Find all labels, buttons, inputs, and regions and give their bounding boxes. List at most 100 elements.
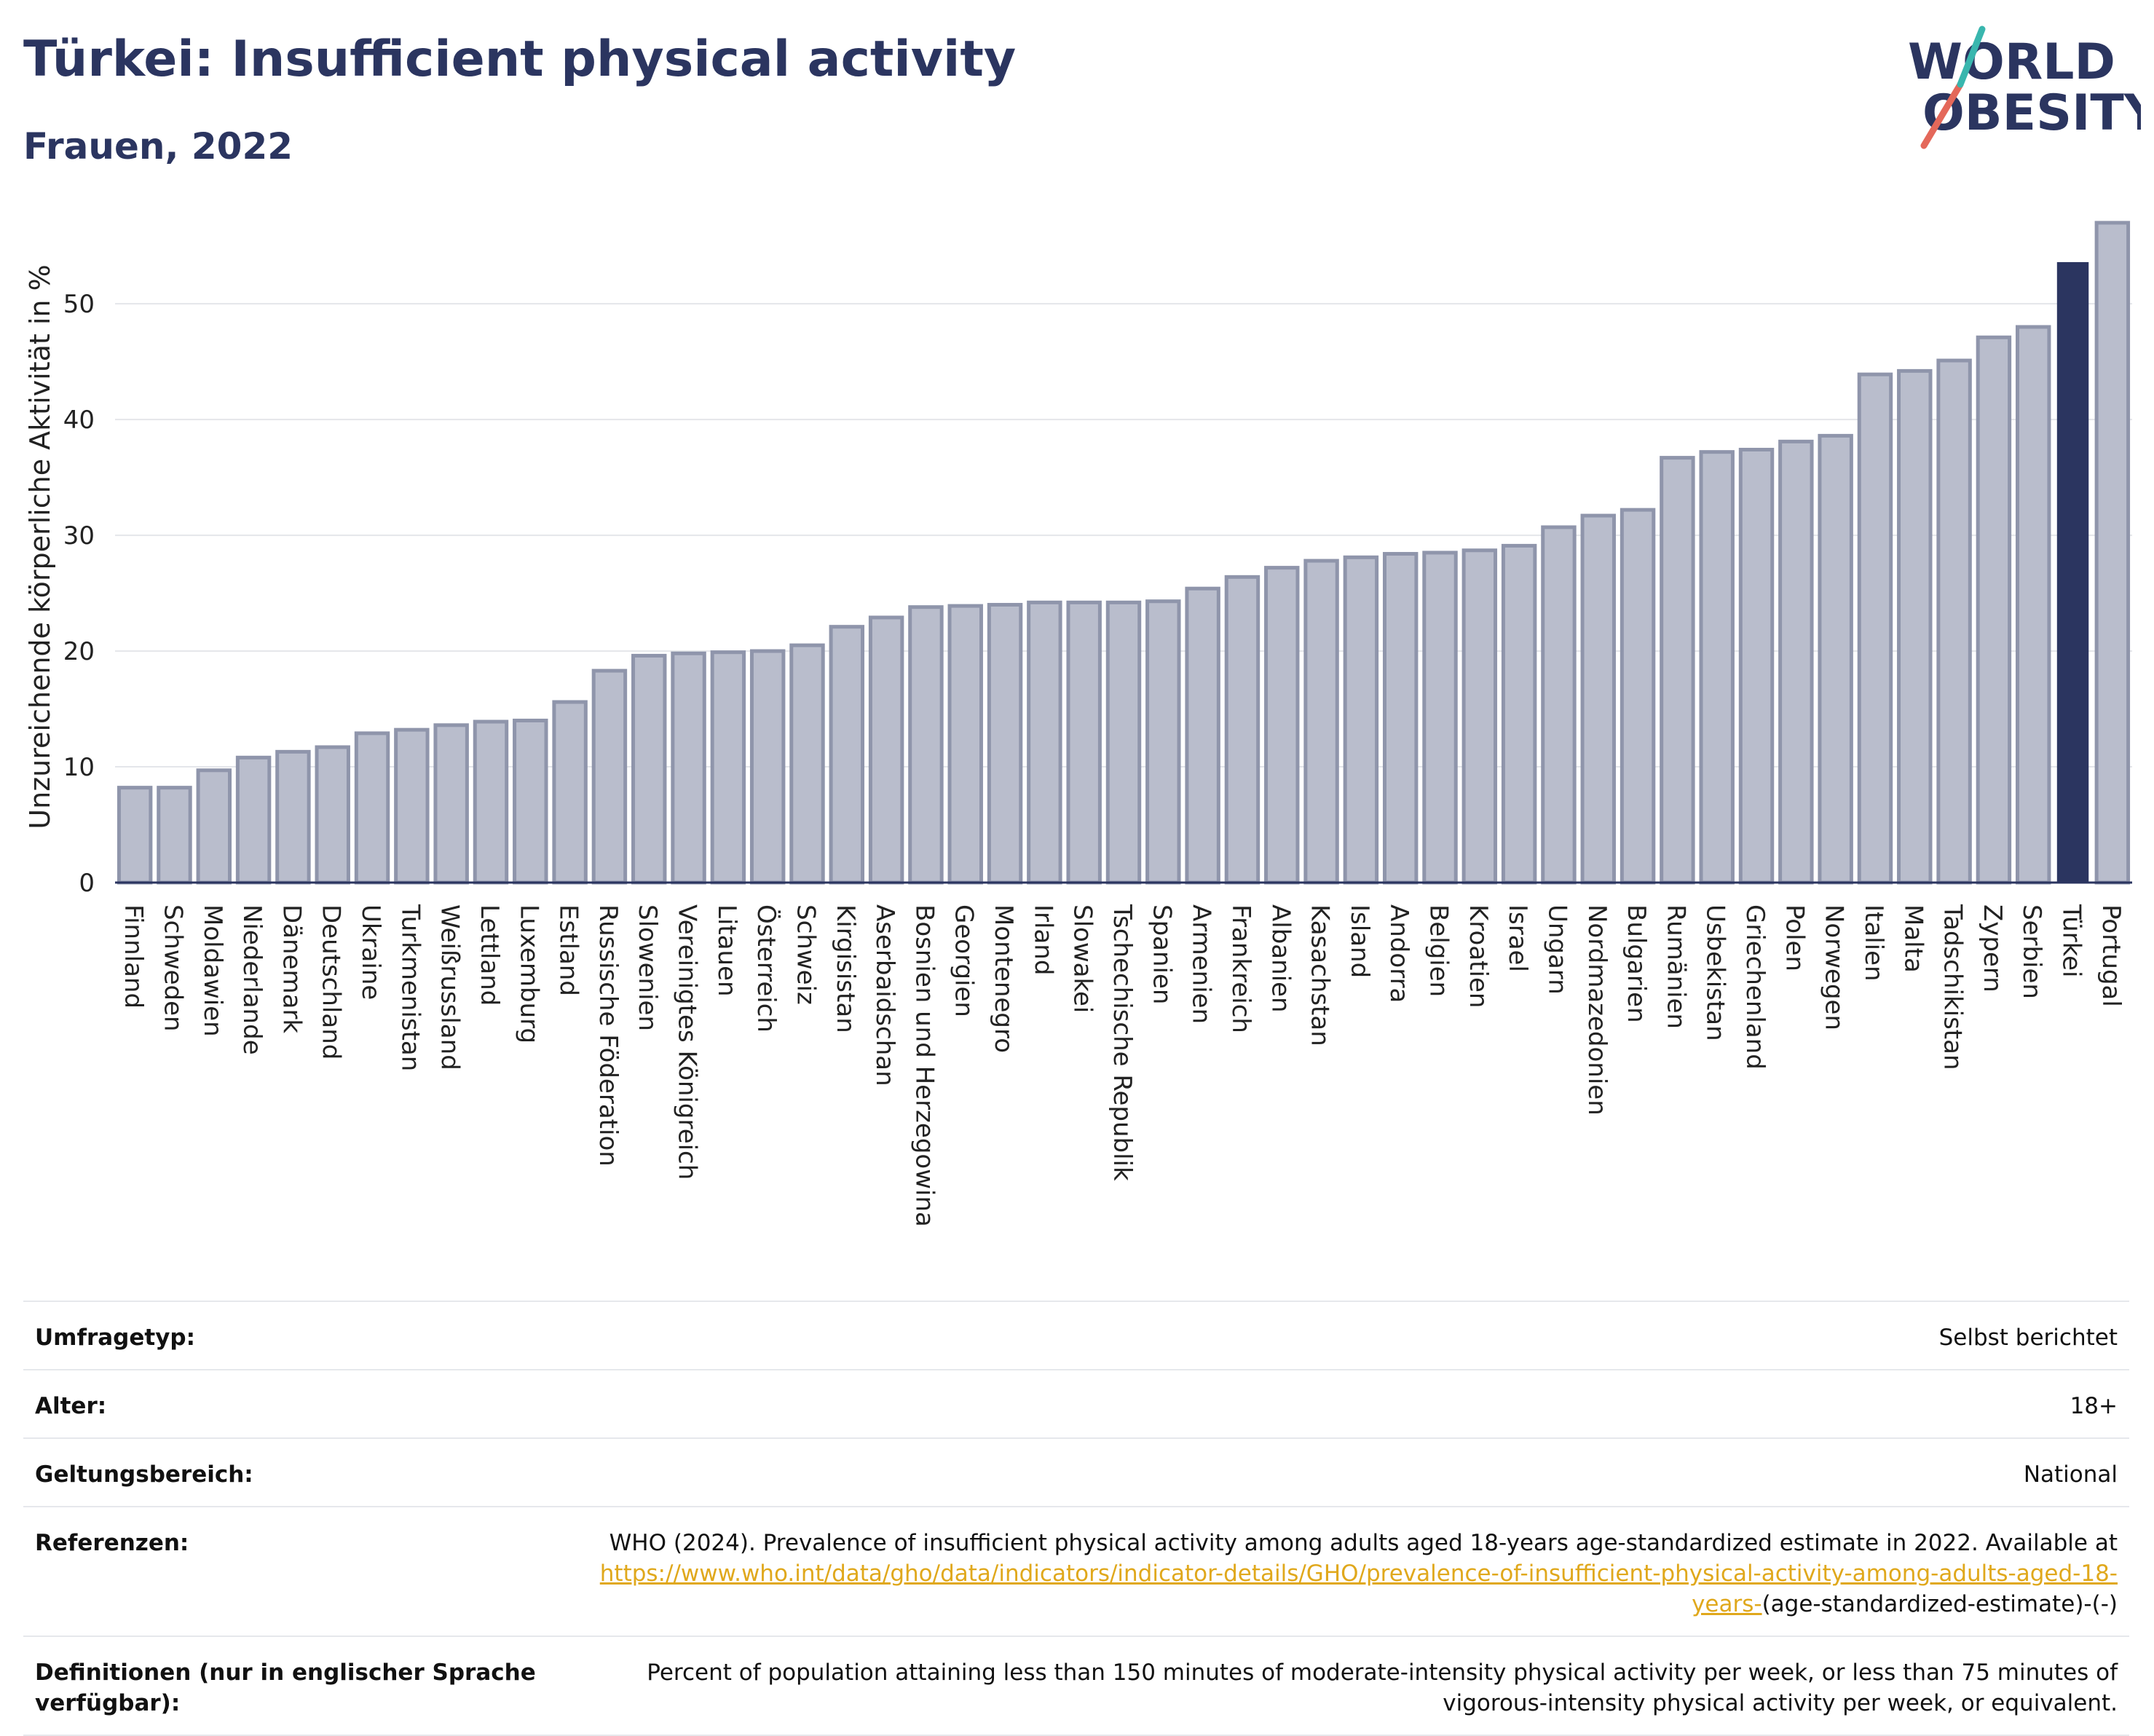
bar-25 [1105, 600, 1142, 885]
bar-43 [1818, 433, 1853, 885]
bar-29 [1264, 566, 1300, 885]
meta-row-scope: Geltungsbereich: National [23, 1437, 2129, 1506]
y-axis-label: Unzureichende körperliche Aktivität in % [24, 264, 56, 829]
x-tick-label: Kroatien [1464, 904, 1493, 1008]
bar-46 [1936, 358, 1972, 885]
bar-10 [513, 718, 548, 885]
x-tick-label: Russische Föderation [593, 904, 623, 1167]
definitions-value: Percent of population attaining less tha… [647, 1660, 2118, 1716]
bar-13 [631, 653, 667, 885]
x-tick-label: Belgien [1424, 904, 1453, 997]
svg-text:WORLD: WORLD [1908, 33, 2115, 91]
survey-type-label: Umfragetyp: [35, 1325, 195, 1351]
x-tick-label: Armenien [1187, 904, 1216, 1024]
x-tick-label: Lettland [475, 904, 504, 1006]
meta-row-survey: Umfragetyp: Selbst berichtet [23, 1301, 2129, 1369]
meta-row-age: Alter: 18+ [23, 1369, 2129, 1437]
meta-row-references: Referenzen: WHO (2024). Prevalence of in… [23, 1506, 2129, 1636]
bar-9 [473, 719, 509, 885]
x-tick-label: Irland [1028, 904, 1057, 975]
x-tick-label: Usbekistan [1701, 904, 1730, 1041]
x-tick-label: Moldawien [198, 904, 227, 1037]
bar-32 [1382, 552, 1419, 885]
x-tick-label: Kasachstan [1306, 904, 1335, 1046]
bar-17 [789, 643, 825, 885]
metadata-table: Umfragetyp: Selbst berichtet Alter: 18+ … [23, 1301, 2129, 1736]
bar-11 [552, 700, 588, 885]
bar-2 [196, 768, 232, 885]
bar-8 [433, 723, 469, 885]
age-value: 18+ [2070, 1393, 2118, 1419]
x-tick-label: Portugal [2096, 904, 2126, 1007]
x-tick-label: Malta [1898, 904, 1928, 973]
x-tick-label: Slowenien [633, 904, 662, 1031]
bar-39 [1660, 456, 1695, 885]
bar-26 [1145, 599, 1181, 885]
x-tick-label: Schweden [158, 904, 187, 1032]
x-tick-label: Norwegen [1820, 904, 1849, 1030]
bar-28 [1224, 575, 1261, 885]
x-tick-label: Israel [1503, 904, 1532, 972]
x-tick-label: Tadschikistan [1938, 904, 1968, 1070]
bar-33 [1422, 551, 1458, 885]
y-tick-label: 0 [79, 869, 95, 898]
bar-14 [671, 651, 706, 885]
x-tick-label: Türkei [2057, 904, 2086, 977]
references-text: WHO (2024). Prevalence of insufficient p… [609, 1530, 2118, 1556]
x-tick-label: Spanien [1147, 904, 1176, 1004]
bar-37 [1580, 513, 1616, 885]
x-tick-label: Frankreich [1226, 904, 1255, 1033]
bar-3 [235, 755, 272, 885]
bar-5 [315, 745, 350, 885]
survey-type-value: Selbst berichtet [1938, 1325, 2118, 1351]
x-tick-label: Georgien [950, 904, 979, 1017]
bar-49 [2056, 261, 2089, 883]
bar-40 [1699, 450, 1735, 885]
bar-44 [1857, 372, 1893, 885]
bar-6 [354, 731, 390, 885]
bar-7 [394, 727, 430, 885]
references-suffix: (age-standardized-estimate)-(-) [1762, 1591, 2118, 1617]
svg-text:OBESITY: OBESITY [1922, 84, 2141, 142]
bar-24 [1066, 600, 1102, 885]
meta-row-definitions: Definitionen (nur in englischer Sprache … [23, 1636, 2129, 1736]
definitions-label: Definitionen (nur in englischer Sprache … [35, 1660, 536, 1716]
bar-20 [908, 605, 944, 885]
x-tick-label: Italien [1859, 904, 1888, 982]
x-tick-label: Griechenland [1740, 904, 1770, 1070]
x-tick-label: Rumänien [1661, 904, 1690, 1029]
bar-15 [710, 650, 746, 885]
bar-21 [947, 604, 983, 885]
references-link[interactable]: https://www.who.int/data/gho/data/indica… [599, 1561, 2118, 1617]
x-tick-label: Tschechische Republik [1108, 904, 1137, 1181]
x-tick-label: Island [1345, 904, 1374, 978]
bar-36 [1541, 525, 1577, 885]
y-tick-label: 30 [63, 521, 95, 551]
bar-23 [1027, 600, 1062, 885]
x-tick-label: Nordmazedonien [1582, 904, 1611, 1116]
x-tick-label: Slowakei [1068, 904, 1097, 1013]
bar-48 [2015, 325, 2051, 885]
x-tick-label: Dänemark [277, 904, 306, 1033]
x-tick-label: Estland [554, 904, 583, 996]
bar-42 [1778, 439, 1814, 885]
x-tick-label: Montenegro [989, 904, 1018, 1053]
bar-31 [1343, 555, 1379, 885]
bar-47 [1976, 335, 2012, 885]
x-tick-label: Bosnien und Herzegowina [910, 904, 939, 1227]
x-tick-label: Aserbaidschan [870, 904, 899, 1086]
bar-41 [1738, 447, 1775, 885]
x-tick-label: Finnland [119, 904, 148, 1009]
bar-0 [117, 786, 153, 885]
page-subtitle: Frauen, 2022 [23, 125, 293, 167]
scope-label: Geltungsbereich: [35, 1461, 253, 1488]
references-label: Referenzen: [35, 1530, 189, 1556]
bar-45 [1897, 368, 1933, 885]
x-tick-label: Serbien [2017, 904, 2046, 999]
bar-50 [2094, 221, 2131, 885]
bar-22 [987, 602, 1023, 885]
x-tick-label: Andorra [1384, 904, 1413, 1003]
scope-value: National [2023, 1461, 2118, 1488]
x-tick-label: Niederlande [237, 904, 267, 1055]
